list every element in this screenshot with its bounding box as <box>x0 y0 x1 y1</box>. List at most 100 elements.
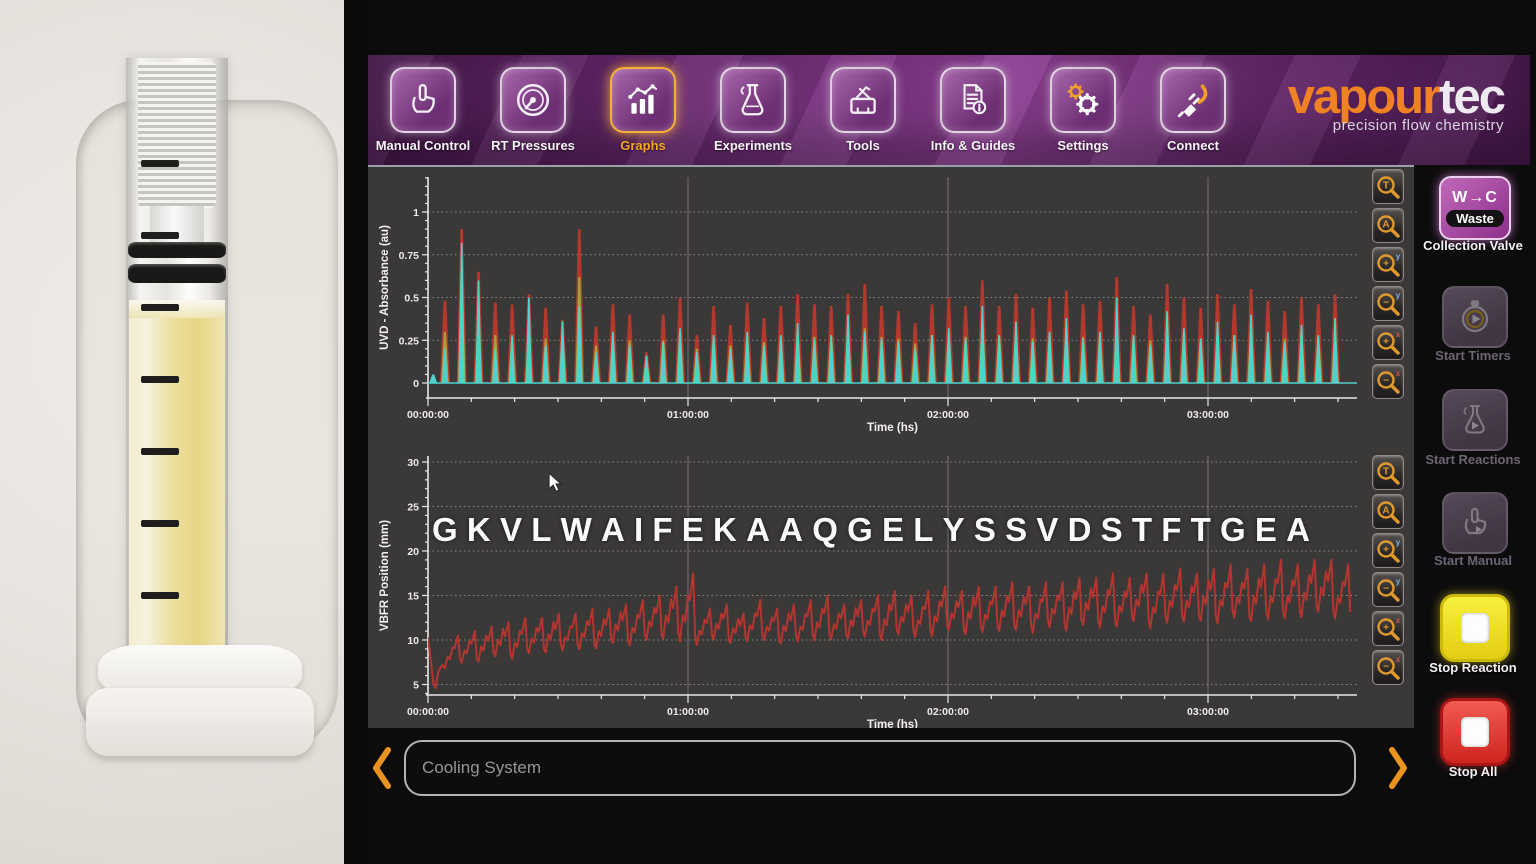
main-toolbar: Manual Control RT Pressures <box>368 55 1530 165</box>
svg-text:−: − <box>1383 375 1389 386</box>
status-message: Cooling System <box>422 758 542 777</box>
svg-text:0: 0 <box>413 378 419 390</box>
start-manual-button[interactable] <box>1442 492 1508 554</box>
tab-manual-control[interactable]: Manual Control <box>368 55 478 153</box>
uvd-zoom-controls: T A + y − y + x − x <box>1372 169 1406 403</box>
graduation-mark <box>141 520 179 527</box>
svg-text:20: 20 <box>407 546 419 558</box>
svg-text:UVD - Absorbance (au): UVD - Absorbance (au) <box>379 225 391 350</box>
zoom-time-button[interactable]: T <box>1372 169 1404 204</box>
tab-graphs[interactable]: Graphs <box>588 55 698 153</box>
start-reactions-button[interactable] <box>1442 389 1508 451</box>
zoom-in-y-button[interactable]: + y <box>1372 533 1404 568</box>
magnifier-icon: −x <box>1377 655 1401 680</box>
svg-text:A: A <box>1382 505 1389 516</box>
svg-text:10: 10 <box>407 635 419 647</box>
svg-text:x: x <box>1396 655 1401 664</box>
hand-pointer-icon <box>390 67 456 133</box>
zoom-time-button[interactable]: T <box>1372 455 1404 490</box>
collection-valve-button[interactable]: W→C Waste <box>1439 176 1511 240</box>
svg-text:y: y <box>1396 538 1401 547</box>
zoom-auto-button[interactable]: A <box>1372 494 1404 529</box>
svg-text:x: x <box>1396 616 1401 625</box>
tab-info-guides[interactable]: Info & Guides <box>918 55 1028 153</box>
magnifier-icon: A <box>1377 214 1400 238</box>
magnifier-icon: T <box>1377 175 1400 199</box>
magnifier-icon: −x <box>1377 369 1401 394</box>
logo-word-vapour: vapour <box>1287 70 1441 124</box>
start-timers-button[interactable] <box>1442 286 1508 348</box>
zoom-in-y-button[interactable]: + y <box>1372 247 1404 282</box>
svg-text:5: 5 <box>413 680 419 692</box>
zoom-out-x-button[interactable]: − x <box>1372 364 1404 399</box>
vbfr-camera-photo <box>0 0 370 864</box>
svg-text:0.75: 0.75 <box>399 250 420 262</box>
tab-label: Settings <box>1057 138 1109 153</box>
magnifier-icon: −y <box>1377 577 1401 602</box>
svg-text:02:00:00: 02:00:00 <box>927 706 969 718</box>
zoom-out-x-button[interactable]: − x <box>1372 650 1404 685</box>
collection-valve-label: Collection Valve <box>1423 238 1523 253</box>
logo-word-tec: tec <box>1439 70 1506 124</box>
svg-text:25: 25 <box>407 502 419 514</box>
status-next-arrow[interactable] <box>1386 746 1410 790</box>
status-prev-arrow[interactable] <box>370 746 394 790</box>
zoom-out-y-button[interactable]: − y <box>1372 572 1404 607</box>
svg-text:y: y <box>1396 291 1401 300</box>
zoom-in-x-button[interactable]: + x <box>1372 325 1404 360</box>
svg-text:T: T <box>1383 466 1389 477</box>
gears-icon <box>1050 67 1116 133</box>
zoom-out-y-button[interactable]: − y <box>1372 286 1404 321</box>
svg-text:01:00:00: 01:00:00 <box>667 706 709 718</box>
svg-text:−: − <box>1383 297 1389 308</box>
tab-label: RT Pressures <box>491 138 575 153</box>
tab-settings[interactable]: Settings <box>1028 55 1138 153</box>
svg-text:+: + <box>1383 622 1389 633</box>
svg-text:Time (hs): Time (hs) <box>867 422 918 434</box>
stop-all-button[interactable] <box>1440 698 1510 766</box>
graduation-mark <box>141 160 179 167</box>
uvd-absorbance-chart[interactable]: 0 0.25 0.5 0.75 1 00:00:00 01:00:00 02:00:00 03:… <box>368 165 1414 448</box>
svg-text:00:00:00: 00:00:00 <box>407 409 449 421</box>
tab-rt-pressures[interactable]: RT Pressures <box>478 55 588 153</box>
svg-text:y: y <box>1396 252 1401 261</box>
svg-text:+: + <box>1383 258 1389 269</box>
tab-tools[interactable]: Tools <box>808 55 918 153</box>
magnifier-icon: A <box>1377 500 1400 524</box>
magnifier-icon: +y <box>1377 538 1401 563</box>
tab-experiments[interactable]: Experiments <box>698 55 808 153</box>
stop-all-label: Stop All <box>1448 764 1498 779</box>
svg-text:−: − <box>1383 583 1389 594</box>
resin-bed-liquid <box>129 318 225 690</box>
waste-to-collect-indicator: W→C <box>1452 189 1498 206</box>
vbfr-position-chart[interactable]: 5 10 15 20 25 30 00:00:00 01:00:00 02:00:00 03:00… <box>368 448 1414 728</box>
zoom-auto-button[interactable]: A <box>1372 208 1404 243</box>
tab-label: Graphs <box>620 138 666 153</box>
stop-reaction-button[interactable] <box>1440 594 1510 662</box>
panel-divider <box>344 0 370 864</box>
svg-text:0.25: 0.25 <box>399 335 420 347</box>
toolbox-icon <box>830 67 896 133</box>
plunger-oring <box>128 264 226 283</box>
tab-connect[interactable]: Connect <box>1138 55 1248 153</box>
svg-text:03:00:00: 03:00:00 <box>1187 706 1229 718</box>
svg-text:−: − <box>1383 661 1389 672</box>
svg-text:0.5: 0.5 <box>404 293 419 305</box>
stopwatch-icon <box>1461 300 1489 333</box>
column-pedestal-base <box>86 688 314 756</box>
start-reactions-label: Start Reactions <box>1425 452 1521 467</box>
plunger-ribbed <box>138 62 216 208</box>
graduation-mark <box>141 304 179 311</box>
svg-text:02:00:00: 02:00:00 <box>927 409 969 421</box>
flask-play-icon <box>1463 405 1485 434</box>
plug-icon <box>1160 67 1226 133</box>
status-message-box[interactable]: Cooling System <box>404 740 1356 796</box>
magnifier-icon: +y <box>1377 252 1401 277</box>
stop-icon <box>1461 613 1489 643</box>
zoom-in-x-button[interactable]: + x <box>1372 611 1404 646</box>
graduation-mark <box>141 376 179 383</box>
hand-play-icon <box>1464 507 1487 535</box>
graduation-mark <box>141 592 179 599</box>
svg-text:01:00:00: 01:00:00 <box>667 409 709 421</box>
